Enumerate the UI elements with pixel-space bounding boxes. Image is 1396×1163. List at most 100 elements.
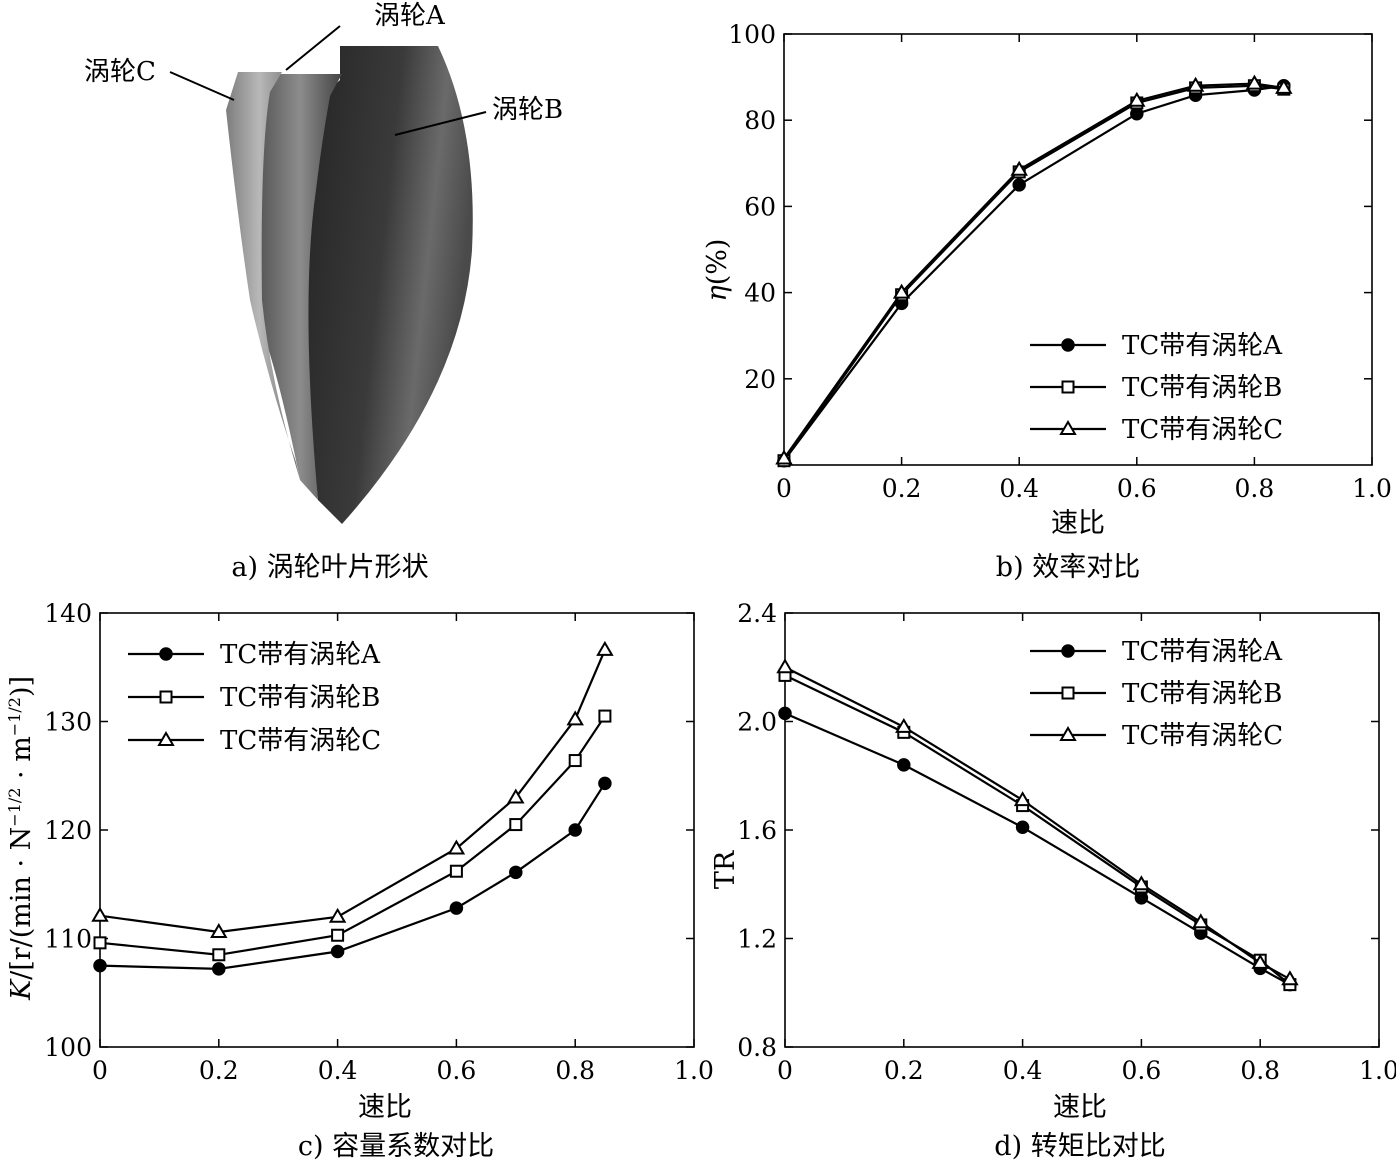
legend-label: TC带有涡轮B bbox=[220, 683, 380, 713]
series-1 bbox=[777, 78, 1291, 468]
x-tick-label: 0.8 bbox=[1240, 1056, 1280, 1085]
legend-label: TC带有涡轮A bbox=[1122, 331, 1283, 361]
x-tick-label: 0.2 bbox=[884, 1056, 924, 1085]
legend-label: TC带有涡轮B bbox=[1122, 679, 1282, 709]
x-tick-label: 1.0 bbox=[1352, 474, 1392, 503]
turbine-c-label: 涡轮C bbox=[84, 57, 156, 87]
data-point bbox=[509, 818, 523, 832]
panel-a-caption: a) 涡轮叶片形状 bbox=[231, 552, 428, 583]
data-point bbox=[1130, 106, 1144, 121]
panel-c-capacity-chart: 0 0.2 0.4 0.6 0.8 1.0 100 110 120 130 140 速比 K/[r/(m… bbox=[5, 599, 714, 1123]
legend-marker bbox=[159, 690, 173, 704]
panel-b-caption: b) 效率对比 bbox=[996, 552, 1140, 583]
x-axis-title: 速比 bbox=[358, 1092, 412, 1123]
legend-entry: TC带有涡轮C bbox=[128, 726, 381, 756]
x-tick-label: 0 bbox=[776, 474, 792, 503]
legend-entry: TC带有涡轮B bbox=[1030, 679, 1282, 709]
data-point bbox=[778, 706, 792, 721]
panel-d-caption: d) 转矩比对比 bbox=[994, 1131, 1165, 1162]
data-point bbox=[1245, 74, 1264, 90]
data-point bbox=[566, 710, 584, 726]
data-point bbox=[93, 936, 107, 950]
x-tick-label: 0 bbox=[777, 1056, 793, 1085]
data-point bbox=[449, 901, 464, 915]
legend-marker bbox=[1061, 380, 1075, 394]
series-1 bbox=[93, 776, 612, 976]
y-tick-label: 100 bbox=[728, 20, 776, 49]
y-tick-label: 80 bbox=[744, 106, 776, 135]
x-tick-label: 0.2 bbox=[882, 474, 922, 503]
x-tick-label: 1.0 bbox=[674, 1056, 714, 1085]
legend-entry: TC带有涡轮A bbox=[1030, 331, 1283, 361]
legend-label: TC带有涡轮C bbox=[1122, 721, 1283, 751]
y-tick-label: 2.4 bbox=[737, 599, 777, 628]
y-tick-label: 2.0 bbox=[737, 708, 777, 737]
legend-marker bbox=[1059, 420, 1077, 435]
x-tick-label: 0.8 bbox=[1235, 474, 1275, 503]
y-tick-label: 1.2 bbox=[737, 925, 777, 954]
legend-label: TC带有涡轮B bbox=[1122, 373, 1282, 403]
turbine-a-label: 涡轮A bbox=[374, 1, 446, 31]
data-point bbox=[895, 717, 913, 733]
turbine-c-leader bbox=[169, 71, 235, 101]
legend-marker bbox=[1059, 726, 1077, 741]
x-tick-label: 0.4 bbox=[318, 1056, 358, 1085]
legend-marker bbox=[157, 731, 175, 746]
turbine-c-blade bbox=[226, 72, 300, 480]
turbine-b-leader bbox=[394, 111, 487, 136]
data-point bbox=[598, 776, 612, 791]
legend-label: TC带有涡轮C bbox=[220, 726, 381, 756]
data-point bbox=[447, 839, 466, 855]
data-point bbox=[328, 907, 347, 923]
series-3 bbox=[775, 74, 1293, 465]
x-tick-label: 0.4 bbox=[999, 474, 1039, 503]
series-line bbox=[784, 666, 1291, 981]
legend-entry: TC带有涡轮C bbox=[1030, 721, 1283, 751]
data-point bbox=[596, 640, 614, 656]
legend-marker bbox=[1061, 338, 1075, 352]
blade-shape bbox=[226, 46, 473, 524]
y-tick-label: 0.8 bbox=[737, 1033, 777, 1062]
data-point bbox=[1275, 78, 1293, 94]
series-3 bbox=[91, 640, 614, 938]
legend-entry: TC带有涡轮A bbox=[1030, 637, 1283, 667]
y-tick-label: 100 bbox=[44, 1033, 92, 1062]
legend-marker bbox=[1061, 686, 1075, 700]
turbine-a-leader bbox=[285, 25, 341, 71]
data-point bbox=[509, 865, 523, 880]
data-point bbox=[331, 928, 345, 942]
data-point bbox=[212, 962, 226, 976]
panel-c-caption: c) 容量系数对比 bbox=[298, 1131, 494, 1162]
series-2 bbox=[777, 79, 1291, 468]
legend-entry: TC带有涡轮C bbox=[1030, 415, 1283, 445]
legend-entry: TC带有涡轮B bbox=[1030, 373, 1282, 403]
y-tick-label: 60 bbox=[744, 192, 776, 221]
data-point bbox=[212, 948, 226, 962]
panel-d-torque-ratio-chart: 0 0.2 0.4 0.6 0.8 1.0 0.8 1.2 1.6 2.0 2.4 速比 TR TC带有涡… bbox=[710, 599, 1396, 1123]
y-axis-title: η(%) bbox=[702, 239, 733, 302]
y-tick-label: 130 bbox=[44, 708, 92, 737]
legend-entry: TC带有涡轮A bbox=[128, 640, 381, 670]
legend-label: TC带有涡轮C bbox=[1122, 415, 1283, 445]
panel-b-efficiency-chart: 0 0.2 0.4 0.6 0.8 1.0 20 40 60 80 100 速比 η(%) TC带有涡轮A… bbox=[702, 20, 1392, 539]
y-tick-label: 110 bbox=[44, 925, 92, 954]
data-point bbox=[1015, 820, 1030, 835]
x-tick-label: 0 bbox=[92, 1056, 108, 1085]
x-tick-label: 0.6 bbox=[1122, 1056, 1162, 1085]
data-point bbox=[330, 944, 345, 959]
data-point bbox=[892, 283, 911, 299]
x-tick-label: 0.8 bbox=[555, 1056, 595, 1085]
data-point bbox=[775, 449, 793, 465]
x-tick-label: 0.2 bbox=[199, 1056, 239, 1085]
data-point bbox=[210, 923, 228, 938]
data-point bbox=[1186, 76, 1205, 92]
data-point bbox=[1192, 913, 1210, 929]
data-point bbox=[91, 906, 109, 922]
legend-label: TC带有涡轮A bbox=[1122, 637, 1283, 667]
legend-marker bbox=[1061, 644, 1075, 658]
series-2 bbox=[93, 709, 612, 962]
data-point bbox=[897, 758, 911, 772]
data-point bbox=[568, 823, 582, 837]
x-tick-label: 1.0 bbox=[1359, 1056, 1396, 1085]
